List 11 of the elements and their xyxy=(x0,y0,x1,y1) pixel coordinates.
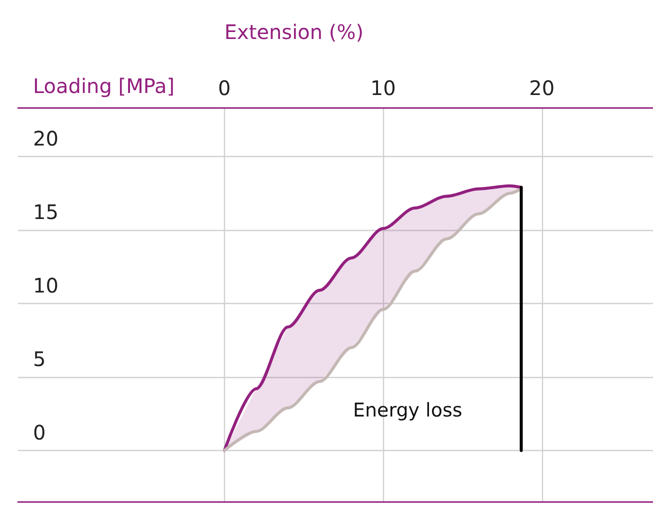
x-tick-label: 20 xyxy=(529,76,555,100)
y-tick-label: 15 xyxy=(33,200,58,224)
y-axis-title: Loading [MPa] xyxy=(33,74,175,98)
x-tick-label: 10 xyxy=(370,76,396,100)
y-tick-label: 5 xyxy=(33,347,46,372)
x-axis-title: Extension (%) xyxy=(224,20,364,44)
y-tick-label: 10 xyxy=(33,274,58,298)
y-tick-label: 0 xyxy=(33,420,46,445)
y-tick-label: 20 xyxy=(33,126,58,151)
annotation: Energy loss xyxy=(353,400,462,422)
x-tick-label: 0 xyxy=(218,76,231,100)
